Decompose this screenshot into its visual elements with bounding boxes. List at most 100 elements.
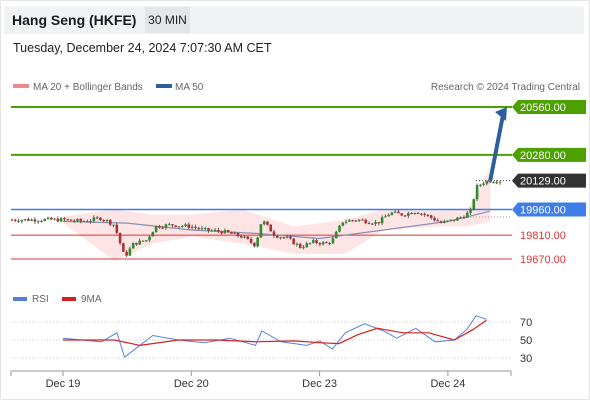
candle-body bbox=[465, 212, 469, 218]
candle-body bbox=[256, 237, 259, 247]
candle-body bbox=[315, 240, 318, 244]
rsi-ma-legend-swatch bbox=[62, 297, 76, 301]
candle-body bbox=[161, 227, 164, 229]
candle-body bbox=[203, 228, 207, 230]
projection-arrow-head bbox=[495, 107, 507, 121]
candle-body bbox=[348, 220, 351, 222]
candle-body bbox=[370, 223, 374, 225]
candle-body bbox=[33, 219, 37, 222]
candle-body bbox=[498, 181, 502, 183]
bollinger-band bbox=[63, 168, 491, 261]
candle-body bbox=[403, 215, 407, 217]
candle-body bbox=[239, 236, 243, 238]
candle-body bbox=[108, 219, 112, 225]
chart-header: Hang Seng (HKFE) 30 MIN bbox=[4, 6, 584, 34]
candle-body bbox=[36, 221, 40, 223]
timeframe-button[interactable]: 30 MIN bbox=[145, 7, 190, 33]
candle-body bbox=[23, 219, 27, 221]
candle-body bbox=[177, 226, 181, 228]
candle-body bbox=[272, 231, 276, 236]
candle-body bbox=[105, 219, 109, 221]
candle-body bbox=[488, 181, 492, 183]
candle-body bbox=[462, 217, 466, 219]
candle-body bbox=[246, 236, 250, 239]
ma50-legend-swatch bbox=[156, 84, 172, 88]
level-label-current: 20129.00 bbox=[520, 176, 566, 188]
candle-body bbox=[135, 242, 138, 245]
candle-body bbox=[95, 217, 99, 219]
candle-body bbox=[485, 181, 489, 184]
candle-body bbox=[413, 212, 417, 214]
candle-body bbox=[374, 222, 377, 224]
level-label-support: 19670.00 bbox=[520, 254, 566, 266]
candle-body bbox=[125, 251, 128, 256]
candle-body bbox=[426, 214, 430, 216]
candle-body bbox=[158, 225, 161, 228]
candle-body bbox=[406, 213, 410, 216]
rsi-legend-label: RSI bbox=[32, 294, 49, 305]
candle-body bbox=[354, 220, 358, 222]
candle-body bbox=[436, 220, 440, 222]
candle-body bbox=[439, 221, 443, 223]
candle-body bbox=[82, 221, 86, 223]
candle-body bbox=[89, 220, 92, 222]
candle-body bbox=[321, 242, 325, 245]
candle-body bbox=[13, 219, 17, 221]
rsi-ma-line bbox=[63, 319, 487, 347]
rsi-ma-legend-label: 9MA bbox=[81, 294, 102, 305]
candle-body bbox=[174, 225, 178, 227]
candle-body bbox=[181, 226, 184, 228]
candle-body bbox=[144, 240, 148, 242]
candle-body bbox=[213, 229, 217, 231]
candle-body bbox=[243, 236, 246, 238]
candle-body bbox=[20, 220, 24, 222]
candle-body bbox=[148, 236, 151, 241]
candle-body bbox=[217, 229, 220, 232]
candle-body bbox=[449, 219, 453, 221]
candle-body bbox=[122, 243, 125, 252]
candle-body bbox=[131, 242, 135, 249]
projection-arrow-shaft bbox=[488, 114, 505, 181]
candle-body bbox=[200, 228, 204, 230]
ma20-legend-label: MA 20 + Bollinger Bands bbox=[33, 82, 143, 93]
candle-body bbox=[138, 240, 142, 245]
time-tick-label: Dec 23 bbox=[302, 378, 337, 390]
candle-body bbox=[377, 222, 381, 224]
level-tag-pivot bbox=[512, 202, 586, 217]
candle-body bbox=[190, 226, 194, 228]
candle-body bbox=[380, 217, 384, 224]
level-label-support: 19810.00 bbox=[520, 230, 566, 242]
candle-body bbox=[115, 224, 119, 233]
candle-body bbox=[233, 232, 237, 234]
candle-body bbox=[459, 217, 462, 219]
candle-body bbox=[128, 248, 132, 256]
candle-body bbox=[259, 224, 263, 238]
candle-body bbox=[452, 219, 456, 221]
credit-text: Research © 2024 Trading Central bbox=[431, 82, 580, 93]
candle-body bbox=[423, 213, 426, 215]
candle-body bbox=[275, 235, 279, 238]
candle-body bbox=[266, 221, 269, 225]
candle-body bbox=[63, 218, 66, 220]
candle-body bbox=[456, 217, 459, 221]
candle-body bbox=[357, 219, 361, 221]
candle-body bbox=[400, 213, 404, 216]
candle-body bbox=[151, 231, 155, 237]
rsi-tick-label: 70 bbox=[520, 317, 532, 329]
level-tag-target bbox=[512, 100, 586, 114]
candle-body bbox=[410, 213, 413, 215]
candle-body bbox=[269, 224, 273, 232]
level-tag-current bbox=[512, 173, 586, 188]
candle-body bbox=[397, 211, 400, 214]
candle-body bbox=[282, 237, 286, 239]
candle-body bbox=[341, 222, 345, 226]
time-axis: Dec 19 Dec 20 Dec 23 Dec 24 bbox=[10, 370, 512, 390]
rsi-panel: 70 50 30 bbox=[11, 315, 532, 365]
candle-body bbox=[112, 224, 115, 226]
candle-body bbox=[197, 227, 200, 229]
ma50-legend-label: MA 50 bbox=[175, 82, 204, 93]
chart-datetime: Tuesday, December 24, 2024 7:07:30 AM CE… bbox=[13, 41, 272, 55]
candle-body bbox=[167, 224, 171, 226]
candle-body bbox=[364, 219, 368, 224]
candle-body bbox=[43, 219, 47, 221]
